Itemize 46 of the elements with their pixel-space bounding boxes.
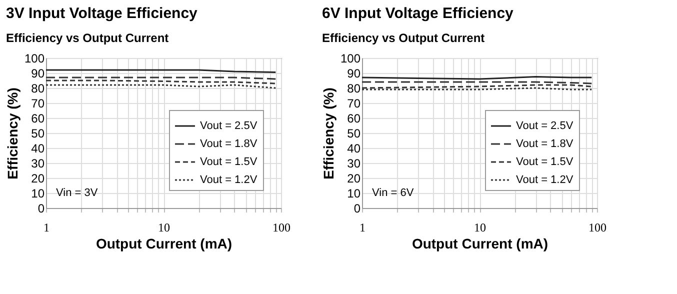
y-tick-label: 30 bbox=[31, 156, 45, 170]
annotation: Vin = 3V bbox=[56, 187, 98, 199]
y-tick-label: 60 bbox=[31, 112, 45, 126]
y-tick-label: 0 bbox=[354, 202, 361, 216]
legend-label: Vout = 2.5V bbox=[200, 120, 258, 132]
legend-label: Vout = 2.5V bbox=[516, 120, 574, 132]
y-tick-label: 100 bbox=[340, 52, 361, 66]
y-tick-label: 20 bbox=[347, 172, 361, 186]
y-tick-label: 50 bbox=[347, 126, 361, 140]
y-tick-label: 70 bbox=[347, 96, 361, 110]
y-tick-label: 10 bbox=[347, 186, 361, 200]
legend-label: Vout = 1.8V bbox=[516, 138, 574, 150]
legend-label: Vout = 1.8V bbox=[200, 138, 258, 150]
y-tick-label: 20 bbox=[31, 172, 45, 186]
legend-label: Vout = 1.5V bbox=[516, 156, 574, 168]
y-tick-label: 30 bbox=[347, 156, 361, 170]
y-tick-label: 100 bbox=[24, 52, 45, 66]
y-tick-label: 40 bbox=[347, 142, 361, 156]
x-tick-label: 1 bbox=[44, 220, 50, 234]
legend-label: Vout = 1.2V bbox=[200, 174, 258, 186]
x-axis-title: Output Current (mA) bbox=[96, 236, 232, 252]
chart-title: 6V Input Voltage Efficiency bbox=[322, 5, 514, 22]
y-axis-title: Efficiency (%) bbox=[4, 88, 20, 180]
y-tick-label: 50 bbox=[31, 126, 45, 140]
chart-subtitle: Efficiency vs Output Current bbox=[6, 31, 169, 45]
annotation: Vin = 6V bbox=[372, 187, 414, 199]
y-tick-label: 90 bbox=[347, 66, 361, 80]
y-tick-label: 70 bbox=[31, 96, 45, 110]
legend-label: Vout = 1.2V bbox=[516, 174, 574, 186]
x-axis-title: Output Current (mA) bbox=[412, 236, 548, 252]
y-tick-label: 80 bbox=[347, 82, 361, 96]
legend-label: Vout = 1.5V bbox=[200, 156, 258, 168]
x-tick-label: 10 bbox=[158, 220, 170, 234]
x-tick-label: 100 bbox=[588, 220, 606, 234]
y-tick-label: 0 bbox=[38, 202, 45, 216]
x-tick-label: 1 bbox=[360, 220, 366, 234]
chart-title: 3V Input Voltage Efficiency bbox=[6, 5, 198, 22]
y-tick-label: 90 bbox=[31, 66, 45, 80]
y-axis-title: Efficiency (%) bbox=[320, 88, 336, 180]
chart-subtitle: Efficiency vs Output Current bbox=[322, 31, 485, 45]
x-tick-label: 10 bbox=[474, 220, 486, 234]
y-tick-label: 60 bbox=[347, 112, 361, 126]
y-tick-label: 80 bbox=[31, 82, 45, 96]
y-tick-label: 40 bbox=[31, 142, 45, 156]
y-tick-label: 10 bbox=[31, 186, 45, 200]
x-tick-label: 100 bbox=[272, 220, 290, 234]
